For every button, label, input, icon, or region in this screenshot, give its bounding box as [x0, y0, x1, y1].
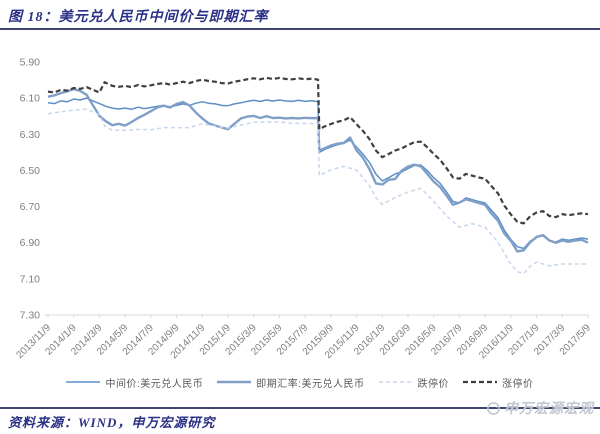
legend-swatch [463, 380, 498, 384]
source-note: 资料来源：WIND，申万宏源研究 [8, 415, 216, 430]
series-line-3 [47, 108, 588, 275]
swhysc-logo-icon [487, 401, 500, 415]
y-axis-label: 6.90 [20, 237, 41, 249]
exchange-rate-line-chart: 2013/11/92014/1/92014/3/92014/5/92014/7/… [14, 57, 593, 362]
series-line-2 [47, 87, 589, 253]
figure-title: 图 18：美元兑人民币中间价与即期汇率 [8, 10, 269, 25]
footer-divider [0, 407, 600, 409]
watermark-text: 申万宏源宏观 [504, 402, 594, 417]
legend-item-1: 中间价:美元兑人民币 [66, 375, 203, 390]
legend-item-3: 跌停价 [378, 375, 450, 390]
figure-title-bar: 图 18：美元兑人民币中间价与即期汇率 [0, 0, 600, 30]
legend-item-2: 即期汇率:美元兑人民币 [217, 375, 364, 390]
y-axis-label: 6.50 [20, 165, 41, 177]
series-line-4 [47, 76, 589, 225]
y-axis-label: 7.30 [20, 310, 41, 322]
legend-label: 跌停价 [417, 378, 450, 390]
y-axis-label: 6.30 [20, 129, 41, 141]
legend-swatch [66, 381, 101, 383]
y-axis-label: 6.70 [20, 201, 41, 213]
legend-label: 即期汇率:美元兑人民币 [256, 378, 365, 390]
legend-label: 涨停价 [502, 378, 534, 390]
y-axis-label: 5.90 [20, 57, 41, 69]
y-axis-label: 6.10 [20, 93, 41, 105]
y-axis-label: 7.10 [20, 273, 41, 285]
brand-watermark: 申万宏源宏观 [486, 398, 594, 418]
legend-item-4: 涨停价 [463, 375, 534, 390]
legend-swatch [217, 380, 252, 384]
chart-legend: 中间价:美元兑人民币 即期汇率:美元兑人民币 跌停价 涨停价 [0, 374, 600, 390]
legend-swatch [378, 381, 413, 383]
legend-label: 中间价:美元兑人民币 [105, 378, 204, 390]
